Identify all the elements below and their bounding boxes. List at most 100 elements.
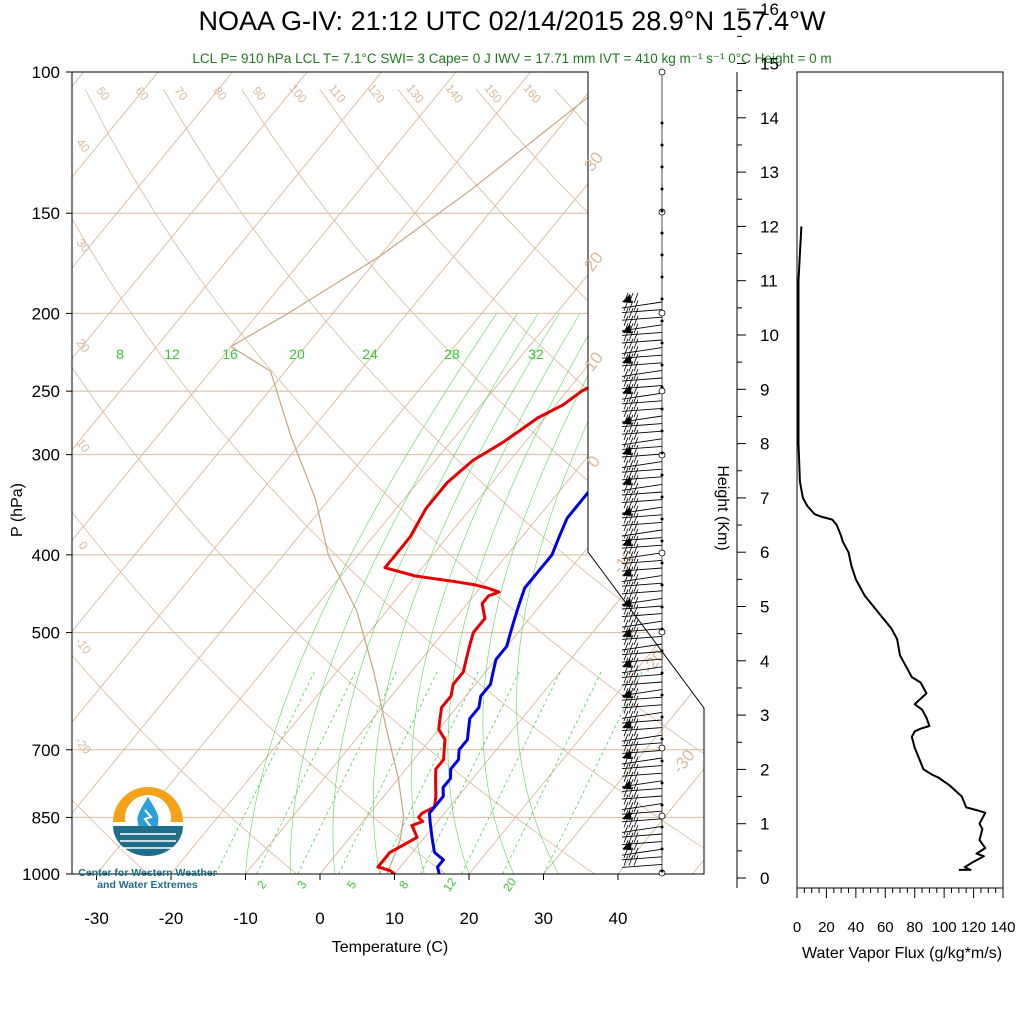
wind-barb-feather <box>633 520 639 532</box>
pressure-tick-label: 700 <box>32 741 60 760</box>
wind-dot <box>660 341 664 345</box>
wind-barb-feather <box>628 452 634 463</box>
wind-barb-feather <box>628 612 634 623</box>
logo-caption-line1: Center for Western Weather <box>78 867 217 879</box>
isotherm-line <box>380 72 704 874</box>
wind-barb-feather <box>623 710 629 722</box>
pressure-tick-label: 850 <box>32 808 60 827</box>
isotherm-label-right: -10 <box>609 546 639 577</box>
mixing-ratio-label-top: 20 <box>289 346 305 362</box>
wind-dot <box>660 693 664 697</box>
wind-barb-pennant <box>622 446 632 455</box>
mixing-ratio-label-top: 8 <box>116 346 124 362</box>
isotherm-line <box>72 72 248 874</box>
wind-barb-feather <box>623 665 629 676</box>
wind-barb-feather <box>623 520 629 532</box>
wind-dot <box>660 583 664 587</box>
dewpoint-line <box>427 300 704 874</box>
wind-barb-feather <box>628 847 634 858</box>
height-tick-label: 16 <box>760 0 779 19</box>
dry-adiabat <box>84 88 704 874</box>
wind-barb-feather <box>623 786 629 798</box>
wind-barb-feather <box>623 368 629 380</box>
lightning-icon <box>143 809 153 828</box>
moist-adiabat <box>447 313 602 874</box>
wind-barb-feather <box>633 589 639 600</box>
wind-barb-feather <box>623 543 629 554</box>
wind-dot <box>660 759 664 763</box>
wind-barb-feather <box>633 748 639 760</box>
calm-wind-circle <box>658 549 666 557</box>
wind-barb-feather <box>623 589 629 600</box>
wind-barb-feather <box>623 612 629 623</box>
wind-barb-feather <box>633 695 639 706</box>
height-tick-label: 9 <box>760 380 769 399</box>
x-axis-title: Temperature (C) <box>332 939 448 956</box>
flux-line <box>797 226 987 871</box>
wind-barb-feather <box>628 710 634 722</box>
wind-barb-feather <box>633 566 639 577</box>
wind-barb <box>621 643 663 651</box>
wind-barb-feather <box>623 406 629 418</box>
calm-wind-circle <box>658 68 666 76</box>
wind-barb-feather <box>623 482 629 494</box>
wind-barb-pennant <box>622 750 632 759</box>
height-tick-label: 15 <box>760 55 779 74</box>
wind-barb <box>621 461 663 469</box>
wind-barb <box>621 734 663 742</box>
isotherm-line <box>82 72 704 874</box>
wind-barb-feather <box>633 741 639 752</box>
wind-barb <box>621 377 663 382</box>
dry-adiabat <box>162 88 704 874</box>
wind-barb-feather <box>633 467 639 478</box>
wind-barb-feather <box>633 771 639 782</box>
logo-caption: Center for Western Weather and Water Ext… <box>70 867 225 891</box>
temperature-tick-label: 40 <box>609 909 628 928</box>
wind-barb <box>621 673 663 678</box>
wind-barb <box>621 787 663 792</box>
moist-adiabat <box>516 313 643 874</box>
wind-barb-feather <box>633 718 639 729</box>
isotherm-label-top: 130 <box>403 81 427 106</box>
wind-barb <box>621 711 663 719</box>
pressure-tick-label: 300 <box>32 446 60 465</box>
wind-barb <box>621 347 663 355</box>
wind-barb-pennant <box>622 628 632 638</box>
parcel-path-line <box>229 72 621 874</box>
wind-barb <box>621 772 663 777</box>
isotherm-line <box>72 72 323 874</box>
wind-barb-feather <box>628 376 634 387</box>
isotherm-label-right: 10 <box>580 348 607 375</box>
isotherm-label-right: -20 <box>639 646 669 677</box>
wind-barb-feather <box>628 490 634 501</box>
wind-barb-feather <box>633 376 639 387</box>
wind-barb <box>621 727 663 732</box>
wind-barb-feather <box>628 581 634 592</box>
temperature-line <box>376 300 702 874</box>
wind-barb-feather <box>623 726 629 737</box>
wind-barb <box>621 704 663 709</box>
wind-barb-feather <box>628 680 634 691</box>
wind-barb-feather <box>628 794 634 805</box>
wind-barb-feather <box>633 604 639 615</box>
wind-barb-feather <box>628 672 634 684</box>
wind-barb-feather <box>628 665 634 676</box>
wind-barb-feather <box>628 543 634 554</box>
wind-barb <box>621 453 663 458</box>
wind-barb-feather <box>623 794 629 805</box>
wind-barb-feather <box>633 384 639 395</box>
mixing-ratio-label-bottom: 12 <box>440 875 459 894</box>
wind-barb-feather <box>628 786 634 798</box>
wind-barb-feather <box>633 429 639 440</box>
wind-barb-feather <box>633 688 639 699</box>
dry-adiabat <box>72 88 704 874</box>
wind-barb-feather <box>633 612 639 623</box>
wind-barb-feather <box>628 399 634 410</box>
wind-barb <box>621 863 663 868</box>
wind-dot <box>660 517 664 521</box>
wind-barb-feather <box>628 467 634 478</box>
wind-barb-feather <box>628 802 634 813</box>
wind-barb-feather <box>633 840 639 851</box>
wind-barb <box>621 491 663 496</box>
